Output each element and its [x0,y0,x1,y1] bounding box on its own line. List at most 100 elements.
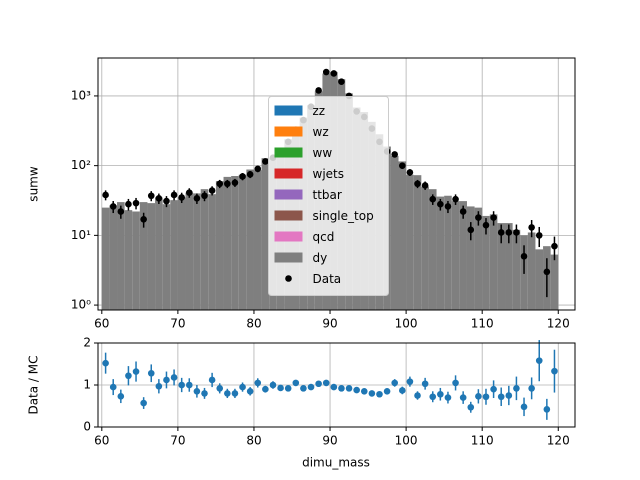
histogram-bar [451,201,460,310]
data-point [360,388,368,395]
histogram-bar [421,186,429,310]
data-point [475,393,482,400]
data-point [551,242,558,250]
x-tick-label: 90 [322,434,337,448]
data-point [505,392,513,399]
data-point [414,180,421,188]
legend-swatch [274,105,303,116]
y-tick-label: 2 [83,336,91,350]
histogram-bar [436,196,445,310]
histogram-bar [101,207,110,310]
data-point [338,78,345,85]
x-tick-label: 110 [471,317,494,331]
data-point [262,385,269,393]
data-point [497,393,505,401]
legend-label: qcd [313,230,335,244]
x-tick-label: 100 [395,317,418,331]
data-point [322,68,330,76]
histogram-bar [170,200,178,310]
histogram-bar [474,207,483,310]
data-point [467,226,475,234]
data-point [246,388,254,395]
data-point [528,385,535,392]
data-point [254,165,262,173]
histogram-bar [193,193,201,310]
y-axis-label: Data / MC [27,355,41,414]
legend-label: wjets [313,167,345,181]
histogram-bar [185,192,194,310]
histogram-bar [497,223,506,310]
data-point [231,179,239,186]
legend-label: ww [313,146,333,160]
histogram-bar [512,229,521,310]
histogram-bar [117,202,125,310]
data-point [208,187,216,194]
data-point [399,162,406,169]
data-point [452,195,459,203]
data-point [193,388,201,395]
data-point [178,194,185,201]
x-tick-label: 60 [94,317,109,331]
data-point [284,385,292,392]
x-tick-label: 100 [395,434,418,448]
data-point [163,376,170,384]
data-point [482,393,490,401]
data-point [520,253,528,260]
histogram-bar [155,197,163,310]
x-tick-label: 120 [547,317,570,331]
data-point [368,390,376,397]
axes-frame [97,342,576,428]
data-point [383,388,391,395]
histogram-bar [215,181,224,310]
data-point [102,359,109,367]
data-point [376,390,383,398]
data-point [353,386,360,394]
data-point [535,357,543,364]
data-point [208,376,216,384]
data-point [224,180,231,188]
histogram-bar [162,204,171,310]
data-point [429,195,437,203]
data-point [452,379,459,387]
data-point [109,383,117,391]
legend-label: Data [313,272,342,286]
histogram-bar [139,202,148,310]
y-tick-label: 10³ [71,88,91,102]
x-tick-label: 80 [246,434,261,448]
data-point [391,379,398,387]
y-tick-label: 10⁰ [71,298,91,312]
x-tick-label: 90 [322,317,337,331]
data-point [467,403,475,411]
histogram-bar [253,170,262,310]
data-point [399,387,406,394]
histogram-bar [428,189,437,310]
data-point [201,192,208,200]
histogram-bar [177,197,186,310]
data-point [307,383,315,391]
data-point [117,208,125,215]
data-point [239,173,246,180]
histogram-bar [413,175,422,310]
data-point [535,232,543,239]
histogram-bar [444,195,452,310]
data-point [490,214,497,221]
data-point [132,199,140,207]
data-point [155,195,163,202]
data-point [155,382,163,390]
data-point [140,399,147,407]
data-point [482,221,490,229]
data-point [216,385,224,392]
data-point [543,268,551,276]
histogram-bar [550,254,559,310]
data-point [391,151,398,158]
y-tick-label: 1 [83,378,91,392]
legend-swatch [274,210,303,221]
data-point [330,383,338,391]
data-point [505,229,513,236]
data-point [178,381,185,389]
data-point [513,385,520,392]
data-point [520,403,528,411]
x-axis-label: dimu_mass [302,456,370,470]
histogram-bar [398,161,407,310]
histogram-bar [459,201,467,310]
